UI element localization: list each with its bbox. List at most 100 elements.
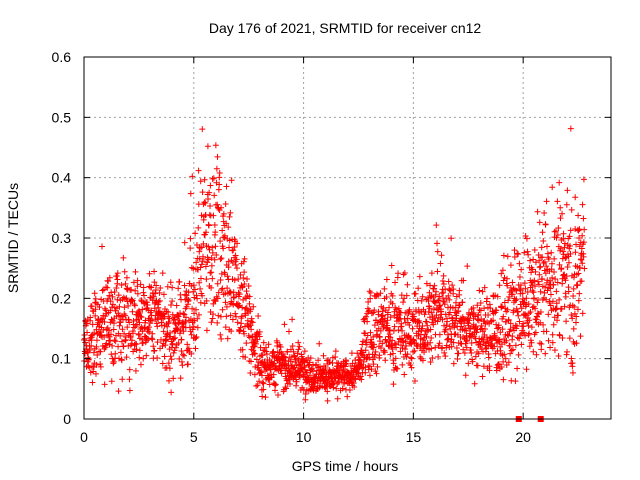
data-point — [390, 381, 397, 388]
data-point — [362, 347, 369, 354]
data-point — [187, 245, 194, 252]
data-point — [580, 215, 587, 222]
data-point — [477, 300, 484, 307]
data-point — [225, 264, 232, 271]
data-point — [441, 349, 448, 356]
data-point — [233, 313, 240, 320]
data-point — [165, 360, 172, 367]
data-point — [553, 288, 560, 295]
data-point — [180, 310, 187, 317]
y-tick-label: 0.1 — [52, 351, 72, 367]
data-point — [367, 289, 374, 296]
data-point — [150, 348, 157, 355]
data-point — [168, 389, 175, 396]
data-point — [541, 209, 548, 216]
data-point — [193, 306, 200, 313]
data-point — [114, 296, 121, 303]
data-point — [563, 318, 570, 325]
data-point — [423, 333, 430, 340]
data-point — [547, 344, 554, 351]
data-point — [367, 295, 374, 302]
data-point — [214, 280, 221, 287]
data-point — [545, 311, 552, 318]
data-point — [295, 346, 302, 353]
data-point — [448, 336, 455, 343]
data-point — [404, 351, 411, 358]
data-point — [232, 310, 239, 317]
data-point — [232, 261, 239, 268]
data-point — [548, 249, 555, 256]
data-point — [425, 308, 432, 315]
data-point — [572, 319, 579, 326]
data-point — [576, 234, 583, 241]
data-point — [243, 288, 250, 295]
data-point — [215, 186, 222, 193]
data-point — [465, 360, 472, 367]
data-point — [439, 316, 446, 323]
data-point — [120, 294, 127, 301]
data-point — [568, 311, 575, 318]
data-point — [507, 350, 514, 357]
data-point — [140, 355, 147, 362]
data-point — [224, 273, 231, 280]
data-point — [553, 300, 560, 307]
data-point — [289, 342, 296, 349]
data-point — [177, 310, 184, 317]
data-point — [415, 328, 422, 335]
data-point — [575, 212, 582, 219]
data-point — [565, 259, 572, 266]
data-point — [530, 256, 537, 263]
data-point — [223, 303, 230, 310]
data-point — [495, 322, 502, 329]
data-point — [455, 308, 462, 315]
data-point — [416, 319, 423, 326]
data-point — [263, 351, 270, 358]
data-point — [387, 351, 394, 358]
data-point — [194, 295, 201, 302]
data-point — [117, 349, 124, 356]
data-point — [239, 346, 246, 353]
data-point — [265, 341, 272, 348]
data-point — [579, 310, 586, 317]
data-point — [551, 347, 558, 354]
data-point — [547, 302, 554, 309]
data-point — [448, 314, 455, 321]
data-point — [496, 282, 503, 289]
data-point — [511, 254, 518, 261]
data-point — [560, 248, 567, 255]
data-point — [136, 310, 143, 317]
data-point — [548, 260, 555, 267]
data-point — [241, 255, 248, 262]
data-point — [101, 305, 108, 312]
data-point — [493, 367, 500, 374]
data-point — [259, 393, 266, 400]
data-point — [160, 291, 167, 298]
data-point — [128, 286, 135, 293]
data-point — [576, 226, 583, 233]
data-point — [167, 279, 174, 286]
data-point — [109, 293, 116, 300]
data-point — [377, 290, 384, 297]
data-point — [198, 244, 205, 251]
data-point — [358, 376, 365, 383]
data-point — [121, 330, 128, 337]
data-point — [152, 290, 159, 297]
data-point — [173, 325, 180, 332]
data-point — [518, 305, 525, 312]
data-point — [461, 349, 468, 356]
data-point — [434, 268, 441, 275]
data-point — [260, 339, 267, 346]
data-point — [146, 329, 153, 336]
data-point — [88, 303, 95, 310]
x-axis-label: GPS time / hours — [292, 458, 399, 474]
data-point — [431, 282, 438, 289]
data-point — [383, 294, 390, 301]
data-point — [566, 335, 573, 342]
data-point — [403, 292, 410, 299]
data-point — [150, 293, 157, 300]
data-point — [545, 337, 552, 344]
data-point — [445, 335, 452, 342]
data-point — [563, 201, 570, 208]
data-point — [156, 289, 163, 296]
data-point — [219, 227, 226, 234]
